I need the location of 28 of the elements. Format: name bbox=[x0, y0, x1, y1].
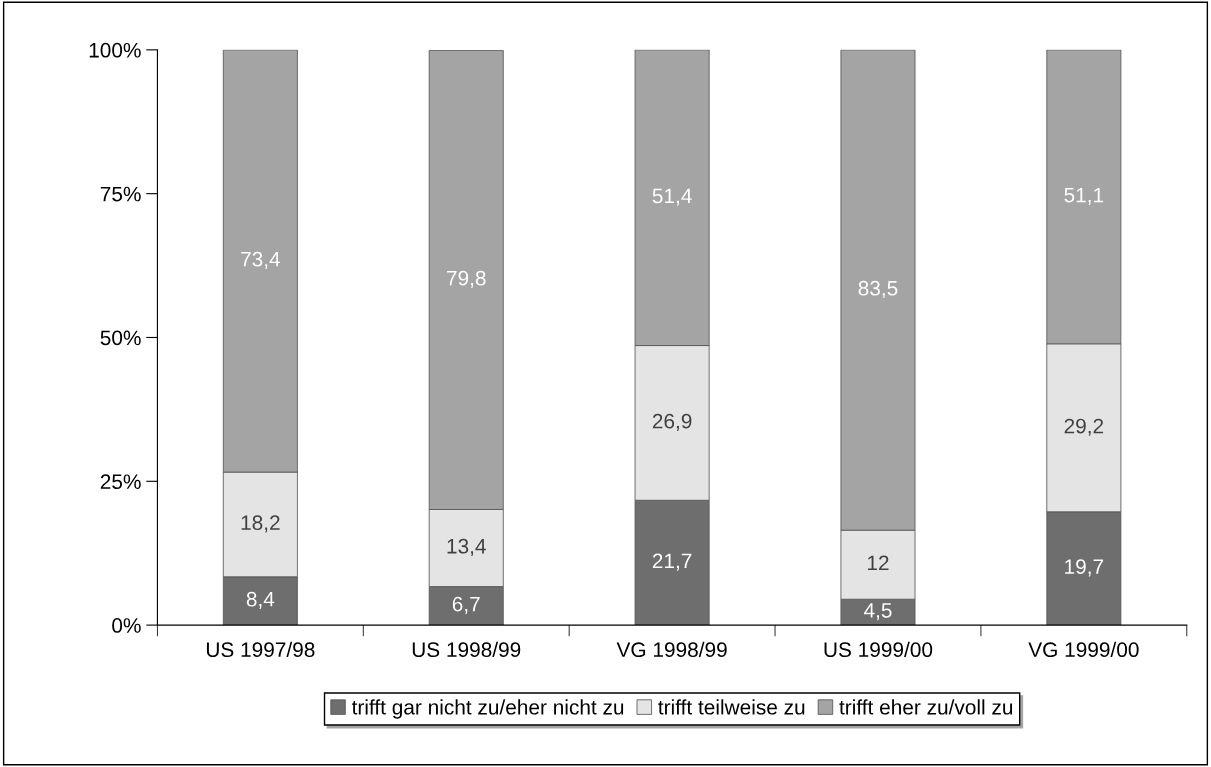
data-label: 51,4 bbox=[652, 188, 692, 206]
y-tick-label: 50% bbox=[100, 330, 141, 346]
data-label: 73,4 bbox=[241, 251, 281, 270]
y-tick-label: 0% bbox=[112, 618, 141, 633]
data-label: 83,5 bbox=[858, 280, 898, 299]
data-label: 4,5 bbox=[863, 603, 892, 621]
data-label: 29,2 bbox=[1064, 418, 1104, 436]
legend-label: trifft gar nicht zu/eher nicht zu bbox=[351, 699, 624, 719]
legend-label: trifft eher zu/voll zu bbox=[839, 699, 1013, 715]
y-tick-label: 75% bbox=[100, 186, 141, 202]
y-tick-label: 100% bbox=[89, 42, 141, 58]
data-label: 6,7 bbox=[452, 596, 480, 614]
data-label: 12 bbox=[867, 555, 889, 571]
legend-label: trifft teilweise zu bbox=[658, 699, 805, 715]
x-tick-label: VG 1999/00 bbox=[1028, 641, 1139, 658]
x-tick-label: US 1998/99 bbox=[412, 641, 521, 658]
data-label: 26,9 bbox=[652, 413, 692, 431]
data-label: 18,2 bbox=[241, 515, 280, 533]
data-label: 19,7 bbox=[1065, 559, 1104, 577]
x-tick-label: VG 1998/99 bbox=[616, 641, 727, 658]
x-tick-label: US 1997/98 bbox=[206, 641, 315, 658]
data-label: 79,8 bbox=[447, 270, 486, 289]
data-label: 8,4 bbox=[246, 591, 275, 609]
x-tick-label: US 1999/00 bbox=[824, 641, 933, 658]
data-label: 51,1 bbox=[1064, 187, 1104, 205]
data-label: 13,4 bbox=[447, 538, 486, 557]
data-label: 21,7 bbox=[652, 553, 692, 571]
y-tick-label: 25% bbox=[100, 474, 141, 490]
